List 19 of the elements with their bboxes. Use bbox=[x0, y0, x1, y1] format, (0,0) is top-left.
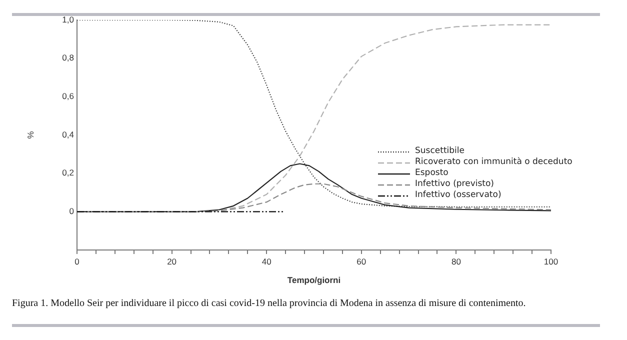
y-tick-label: 1,0 bbox=[62, 14, 74, 24]
x-axis-title: Tempo/giorni bbox=[287, 275, 341, 286]
y-tick-label: 0 bbox=[69, 206, 74, 216]
x-tick-label: 80 bbox=[451, 256, 462, 266]
legend-label: Infettivo (osservato) bbox=[415, 190, 502, 201]
legend-label: Suscettibile bbox=[415, 146, 464, 157]
x-tick-label: 20 bbox=[167, 256, 177, 266]
x-tick-label: 100 bbox=[544, 256, 558, 266]
x-tick-label: 40 bbox=[262, 256, 272, 266]
y-tick-label: 0,4 bbox=[62, 129, 74, 140]
y-tick-label: 0,2 bbox=[62, 168, 74, 178]
y-tick-label: 0,8 bbox=[62, 52, 74, 63]
y-tick-label: 0,6 bbox=[62, 91, 74, 102]
text: Figura 1. Modello Seir per individuare il picco di casi covid-19 nella provincia di Modena in assenza di misure di contenimento. bbox=[12, 298, 526, 309]
legend-label: Ricoverato con immunità o deceduto bbox=[415, 157, 572, 168]
x-tick-label: 60 bbox=[356, 256, 366, 266]
legend-label: Esposto bbox=[415, 168, 448, 179]
legend-label: Infettivo (previsto) bbox=[415, 179, 494, 190]
y-axis-title: % bbox=[25, 130, 36, 139]
